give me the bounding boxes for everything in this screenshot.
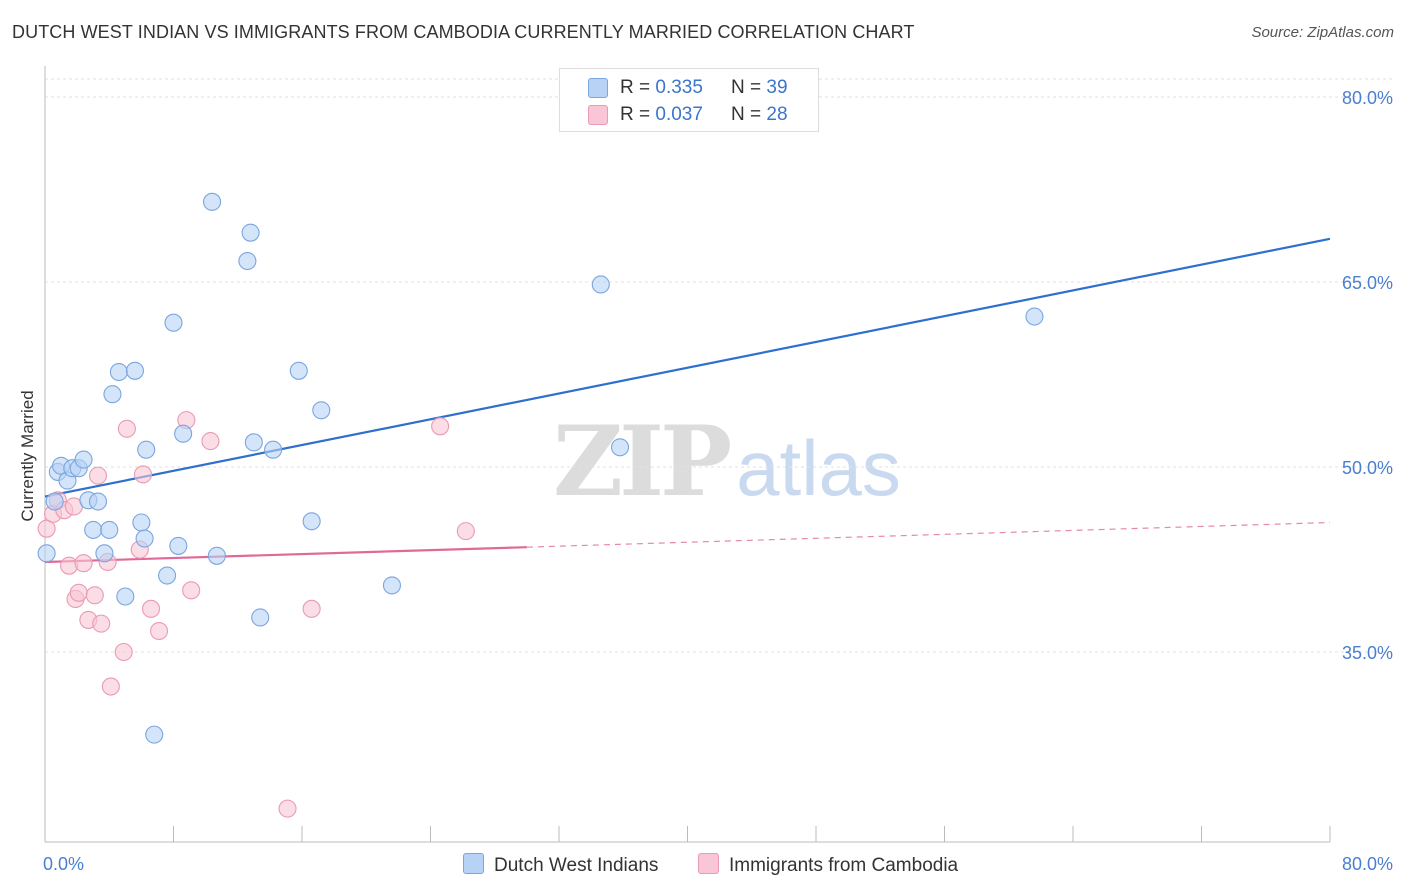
series-legend-label-pink: Immigrants from Cambodia: [729, 855, 959, 876]
series-legend-pink[interactable]: Immigrants from Cambodia: [698, 853, 958, 877]
scatter-point-pink: [302, 599, 321, 618]
legend-r-label: R =: [620, 104, 656, 125]
y-tick-label: 65.0%: [1342, 273, 1393, 293]
scatter-point-blue: [264, 440, 283, 459]
scatter-point-blue: [116, 587, 135, 606]
trend-line-pink: [44, 546, 527, 564]
scatter-point-blue: [302, 512, 321, 531]
series-legend: Dutch West Indians Immigrants from Cambo…: [0, 853, 1406, 877]
legend-n-label: N =: [731, 104, 767, 125]
scatter-point-pink: [92, 614, 111, 633]
trend-layer: [44, 237, 1331, 564]
legend-n-value: 28: [766, 104, 788, 125]
scatter-point-blue: [238, 251, 257, 271]
scatter-point-blue: [88, 492, 108, 511]
y-tick-label: 50.0%: [1342, 458, 1393, 478]
scatter-point-blue: [207, 546, 226, 565]
y-tick-label: 35.0%: [1342, 643, 1393, 663]
series-legend-label-blue: Dutch West Indians: [494, 855, 659, 876]
scatter-point-pink: [74, 554, 93, 573]
label-layer: 35.0% 50.0% 65.0% 80.0% 0.0% 80.0%: [43, 88, 1393, 874]
chart-title: DUTCH WEST INDIAN VS IMMIGRANTS FROM CAM…: [12, 22, 915, 42]
scatter-point-blue: [109, 362, 128, 382]
axis-layer: [44, 66, 1331, 843]
scatter-point-blue: [74, 450, 93, 469]
scatter-point-blue: [37, 544, 56, 563]
scatter-point-blue: [241, 223, 260, 242]
scatter-point-blue: [251, 608, 270, 627]
x-tick-label: 0.0%: [43, 854, 84, 874]
scatter-point-blue: [137, 440, 156, 459]
trend-line-dashed-pink: [526, 521, 1331, 548]
legend-n-label: N =: [731, 77, 767, 98]
grid-layer: [45, 78, 1392, 653]
scatter-point-blue: [382, 576, 402, 595]
scatter-point-pink: [456, 522, 475, 541]
scatter-point-pink: [133, 465, 153, 484]
scatter-point-blue: [45, 492, 64, 511]
scatter-point-pink: [431, 417, 450, 436]
scatter-point-pink: [101, 677, 120, 696]
series-legend-swatch-pink: [698, 853, 719, 874]
point-layer: [37, 192, 1044, 818]
scatter-point-blue: [135, 529, 154, 548]
legend-r-pink: R = 0.037: [620, 104, 703, 126]
stats-legend: R = 0.335 N = 39 R = 0.037 N = 28: [559, 68, 819, 132]
scatter-point-pink: [69, 583, 88, 602]
legend-n-pink: N = 28: [731, 104, 788, 126]
scatter-point-pink: [201, 432, 220, 451]
scatter-point-blue: [100, 520, 119, 539]
scatter-point-blue: [158, 566, 177, 585]
scatter-point-pink: [149, 621, 169, 641]
scatter-point-pink: [278, 799, 297, 818]
x-tick-label: 80.0%: [1342, 854, 1393, 874]
watermark-atlas: atlas: [736, 424, 901, 512]
source-label: Source: ZipAtlas.com: [1251, 24, 1394, 41]
scatter-point-blue: [591, 275, 610, 294]
scatter-point-blue: [169, 536, 188, 555]
scatter-point-blue: [164, 313, 183, 332]
scatter-point-blue: [312, 401, 331, 420]
scatter-point-blue: [289, 361, 308, 380]
legend-n-blue: N = 39: [731, 77, 788, 99]
legend-n-value: 39: [766, 77, 788, 98]
scatter-point-blue: [174, 424, 193, 443]
watermark: ZIP atlas: [553, 405, 901, 518]
scatter-point-blue: [125, 361, 144, 380]
series-legend-swatch-blue: [463, 853, 484, 874]
scatter-point-pink: [114, 642, 133, 662]
scatter-point-blue: [610, 438, 630, 457]
scatter-point-blue: [203, 192, 222, 211]
legend-r-blue: R = 0.335: [620, 77, 703, 99]
scatter-point-pink: [85, 586, 104, 605]
trend-line-blue: [44, 237, 1331, 498]
y-tick-label: 80.0%: [1342, 88, 1393, 108]
legend-swatch-pink: [588, 105, 608, 125]
series-legend-blue[interactable]: Dutch West Indians: [463, 853, 658, 877]
scatter-point-blue: [84, 520, 103, 539]
scatter-point-pink: [141, 599, 161, 618]
legend-r-value: 0.335: [655, 77, 703, 98]
scatter-point-blue: [1025, 307, 1044, 326]
scatter-point-pink: [182, 581, 201, 600]
scatter-point-blue: [145, 725, 164, 744]
legend-swatch-blue: [588, 78, 608, 98]
scatter-point-blue: [244, 433, 263, 452]
scatter-point-pink: [88, 466, 108, 485]
legend-r-value: 0.037: [655, 104, 703, 125]
scatter-point-blue: [103, 385, 122, 404]
scatter-point-blue: [95, 544, 114, 563]
scatter-point-blue: [132, 513, 151, 532]
scatter-point-pink: [117, 419, 136, 438]
watermark-zip: ZIP: [553, 405, 732, 518]
legend-r-label: R =: [620, 77, 656, 98]
